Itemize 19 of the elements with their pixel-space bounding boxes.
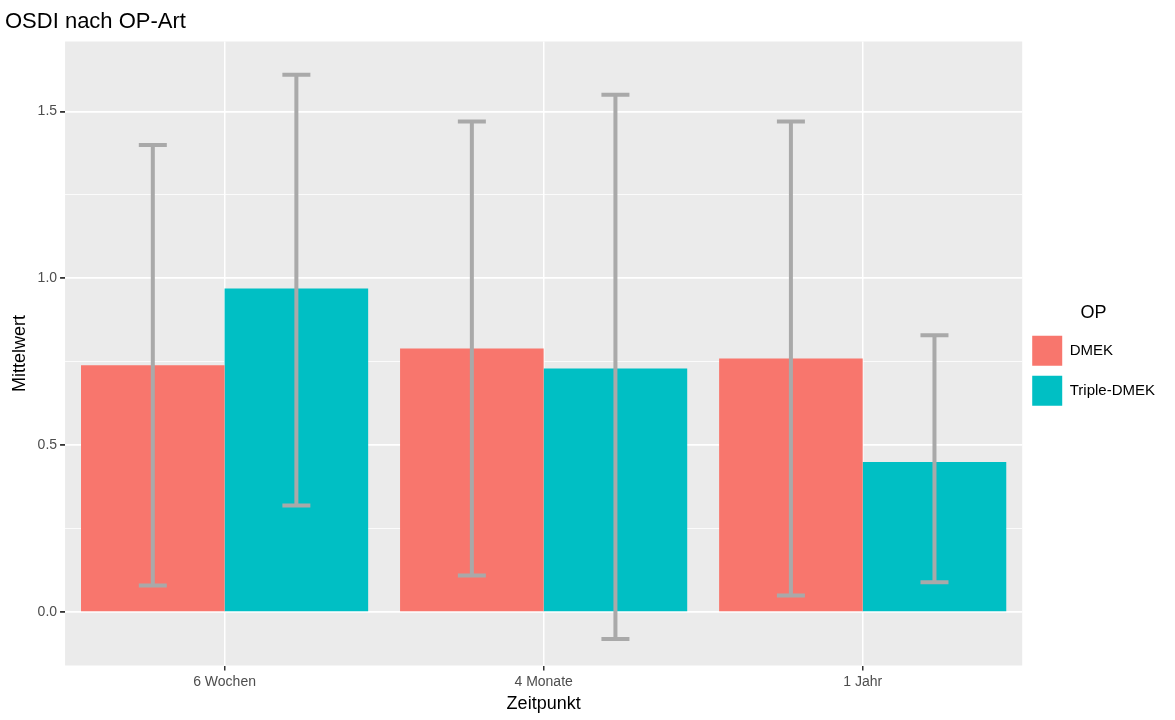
legend-label: Triple-DMEK [1069,380,1156,398]
x-tick-label: 4 Monate [514,672,574,689]
bar [862,461,1007,612]
chart-title: OSDI nach OP-Art [5,8,186,34]
y-tick-label: 1.0 [37,269,58,286]
x-axis-title: Zeitpunkt [506,693,581,714]
bar [543,368,688,612]
bar [400,348,544,612]
x-tick-label: 1 Jahr [843,672,883,689]
bar [224,288,369,612]
y-tick-label: 0.5 [37,436,58,453]
bar [719,358,863,612]
bar [81,365,225,612]
y-tick-label: 0.0 [37,603,58,620]
y-axis-title: Mittelwert [8,314,29,393]
x-tick-label: 6 Wochen [193,672,256,689]
y-tick-label: 1.5 [37,102,58,119]
legend-title: OP [1080,302,1107,323]
legend-label: DMEK [1069,340,1114,358]
